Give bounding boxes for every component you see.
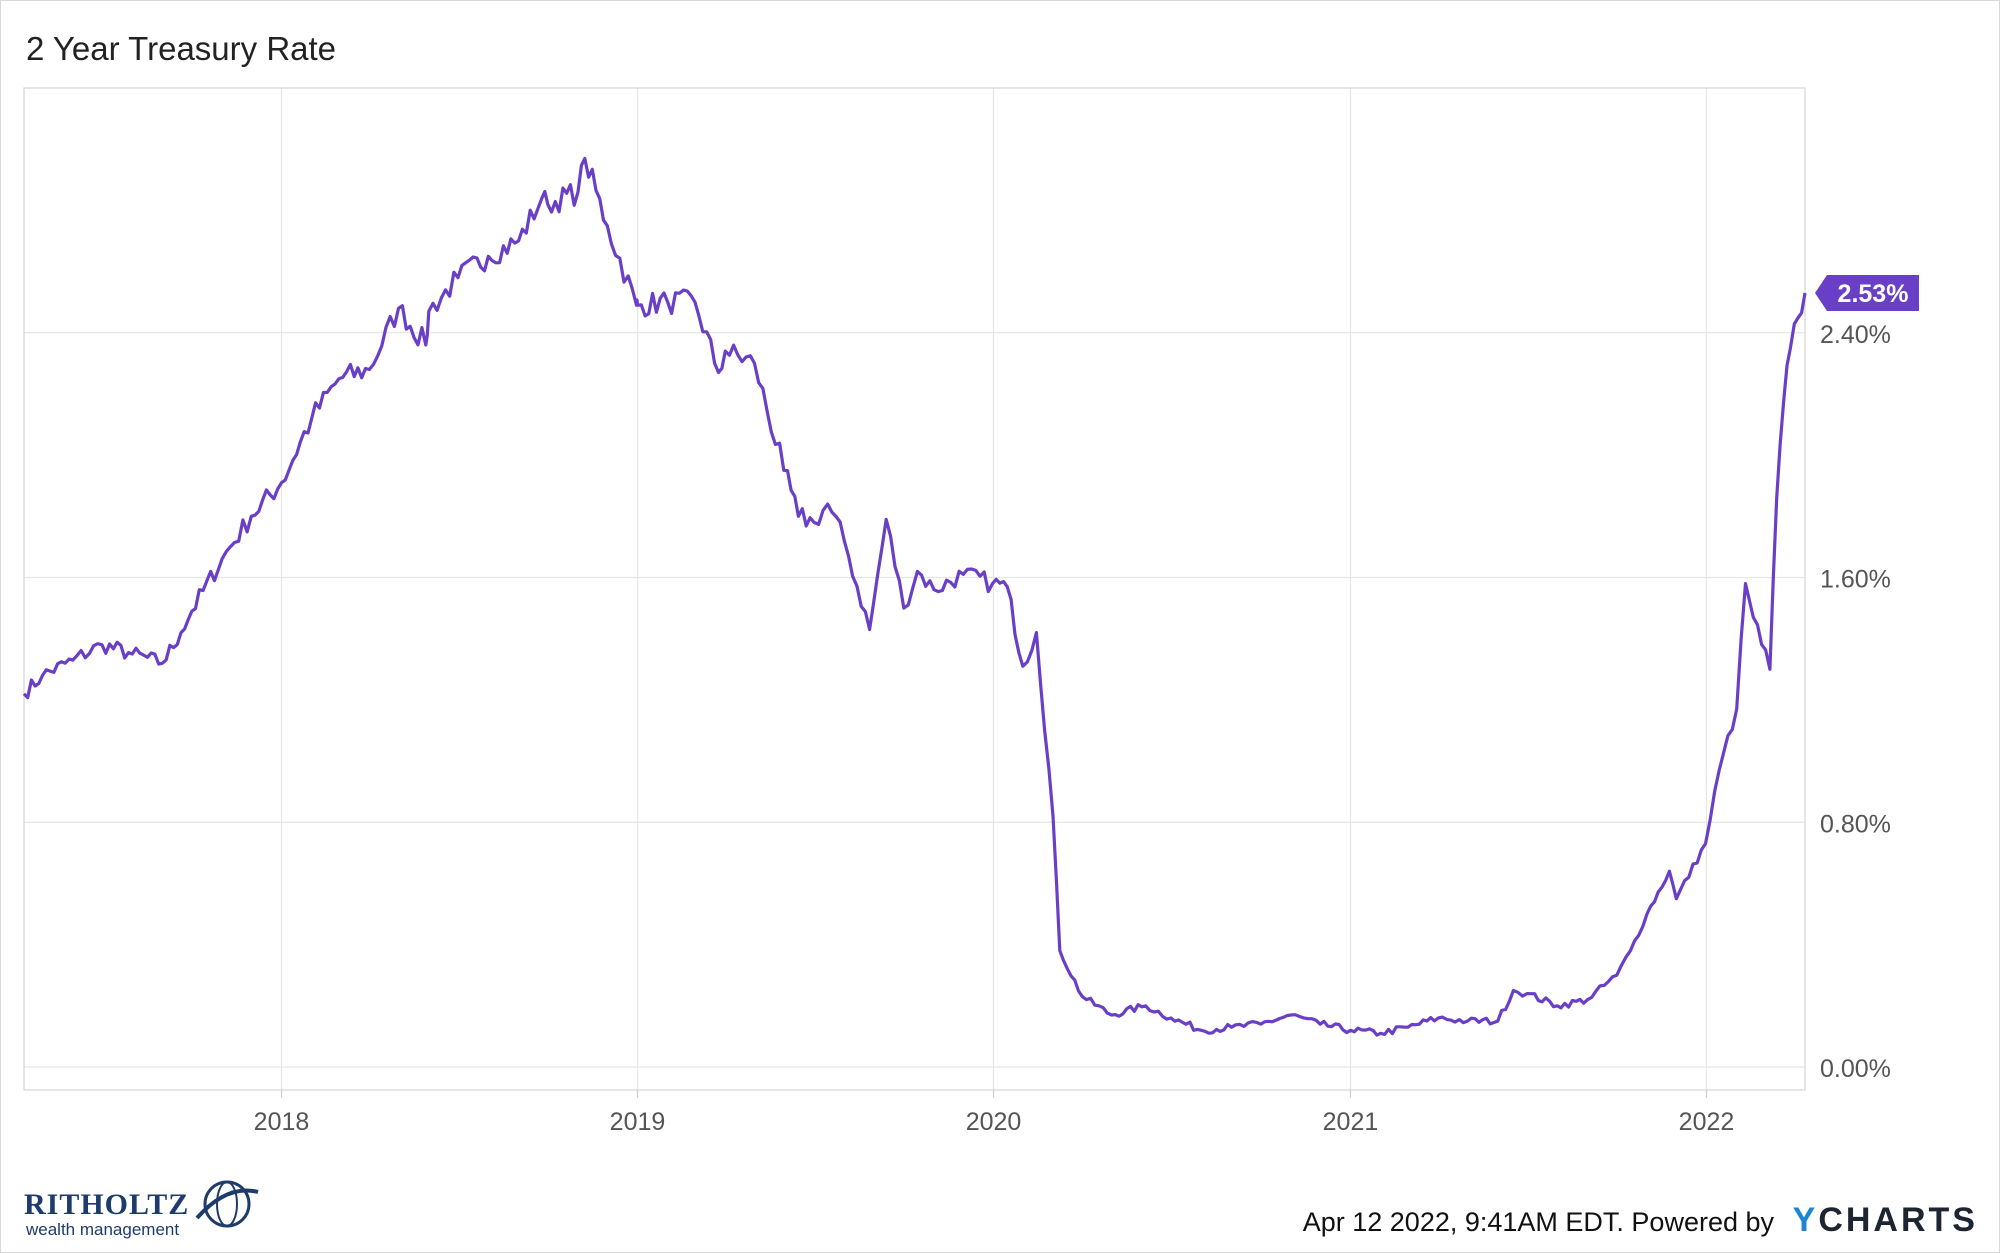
x-tick-label: 2021 xyxy=(1323,1108,1379,1136)
y-tick-label: 1.60% xyxy=(1820,566,1891,594)
y-gridlines xyxy=(24,332,1805,1068)
ritholtz-logo-subtitle: wealth management xyxy=(26,1220,180,1239)
series-line xyxy=(22,156,1807,1037)
x-tick-label: 2022 xyxy=(1679,1108,1735,1136)
last-value-label: 2.53% xyxy=(1838,280,1909,308)
y-tick-labels: 0.00% 0.80% 1.60% 2.40% xyxy=(1820,321,1891,1083)
y-tick-label: 2.40% xyxy=(1820,321,1891,349)
y-tick-label: 0.80% xyxy=(1820,810,1891,838)
x-tick-label: 2020 xyxy=(966,1108,1022,1136)
ritholtz-logo: RITHOLTZ wealth management xyxy=(24,1170,264,1239)
series-layer xyxy=(22,156,1807,1037)
ritholtz-logo-name: RITHOLTZ xyxy=(24,1188,190,1221)
globe-icon xyxy=(195,1180,259,1228)
x-tick-labels: 2018 2019 2020 2021 2022 xyxy=(254,1108,1735,1136)
footer-timestamp: Apr 12 2022, 9:41AM EDT. Powered by xyxy=(1302,1207,1774,1237)
ycharts-logo-y: Y xyxy=(1792,1201,1819,1239)
x-gridlines xyxy=(280,88,1708,1098)
chart-title: 2 Year Treasury Rate xyxy=(26,30,337,67)
ycharts-logo-rest: CHARTS xyxy=(1818,1201,1978,1239)
y-tick-label: 0.00% xyxy=(1820,1055,1891,1083)
x-tick-label: 2019 xyxy=(610,1108,666,1136)
last-value-marker: 2.53% xyxy=(1815,274,1919,311)
last-value-flag xyxy=(1815,274,1919,311)
plot-area-border xyxy=(23,87,1806,1091)
x-tick-label: 2018 xyxy=(254,1108,310,1136)
ycharts-logo: YCHARTS xyxy=(1793,1201,1978,1240)
